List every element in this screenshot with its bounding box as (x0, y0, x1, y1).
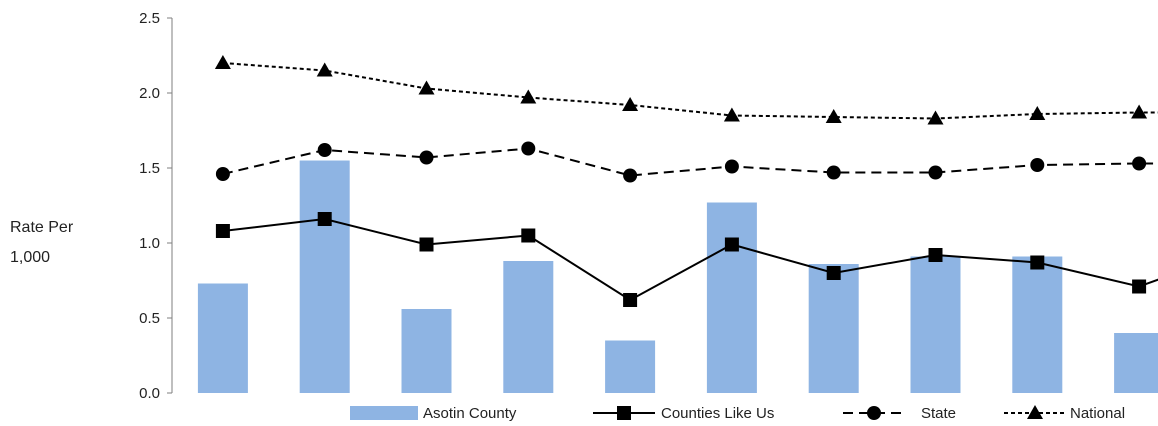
y-tick-label: 0.0 (139, 385, 160, 402)
bar-asotin-county (1114, 333, 1158, 393)
point-state (521, 141, 536, 156)
bar-asotin-county (197, 283, 248, 393)
point-national (1131, 104, 1148, 119)
point-state (826, 165, 841, 180)
point-counties-like-us (215, 224, 230, 238)
point-national (418, 80, 435, 95)
point-state (419, 150, 434, 165)
point-state (215, 167, 230, 181)
point-state (928, 165, 943, 180)
point-state (1132, 156, 1147, 171)
bar-asotin-county (808, 264, 859, 393)
point-national (825, 109, 842, 123)
point-state (1030, 158, 1045, 172)
bar-asotin-county (299, 160, 350, 393)
bar-asotin-county (401, 309, 452, 393)
point-counties-like-us (317, 212, 332, 226)
legend-label-state: State (921, 405, 956, 422)
legend-swatch-asotin-county (350, 406, 418, 420)
point-counties-like-us (928, 248, 943, 262)
legend-marker-national (1027, 405, 1043, 419)
y-axis-label-line2: 1,000 (10, 249, 51, 266)
point-counties-like-us (724, 237, 739, 252)
point-national (723, 107, 740, 122)
y-tick-label: 2.0 (139, 85, 160, 102)
bar-asotin-county (503, 261, 554, 393)
bar-asotin-county (1012, 256, 1063, 393)
bar-asotin-county (910, 256, 961, 393)
point-national (316, 62, 333, 77)
point-counties-like-us (1030, 255, 1045, 270)
bar-asotin-county (706, 202, 757, 393)
y-axis-label-line1: Rate Per (10, 219, 74, 236)
point-state (317, 143, 332, 157)
point-national (1029, 106, 1046, 120)
point-state (623, 168, 638, 183)
legend-marker-counties-like-us (617, 406, 631, 420)
y-tick-label: 0.5 (139, 310, 160, 327)
legend-label-asotin-county: Asotin County (423, 405, 517, 422)
bar-asotin-county (605, 340, 656, 393)
point-counties-like-us (826, 266, 841, 280)
point-national (622, 97, 639, 111)
legend-label-national: National (1070, 405, 1125, 422)
point-counties-like-us (1132, 279, 1147, 294)
legend-marker-state (867, 406, 881, 420)
y-tick-label: 1.0 (139, 235, 160, 252)
point-counties-like-us (521, 228, 536, 243)
line-national (222, 62, 1158, 120)
y-tick-label: 2.5 (139, 10, 160, 27)
legend-label-counties-like-us: Counties Like Us (661, 405, 774, 422)
line-state (222, 147, 1158, 177)
point-counties-like-us (623, 293, 638, 307)
point-counties-like-us (419, 237, 434, 252)
point-national (927, 110, 944, 125)
point-national (520, 89, 537, 104)
y-axis-label: Rate Per 1,000 (10, 213, 73, 273)
point-state (724, 159, 739, 174)
y-tick-label: 1.5 (139, 160, 160, 177)
point-national (214, 55, 231, 69)
